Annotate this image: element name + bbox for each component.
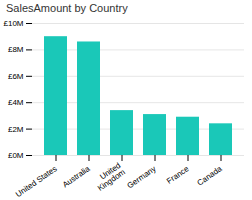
html-text:SalesAmount by Country: SalesAmount by Country [6, 2, 128, 14]
svg-text:£6M: £6M [8, 72, 24, 81]
svg-text:France: France [165, 164, 191, 186]
svg-text:Germany: Germany [125, 164, 157, 190]
svg-text:United States: United States [14, 164, 59, 199]
svg-text:£0M: £0M [8, 151, 24, 160]
svg-text:£8M: £8M [8, 45, 24, 54]
svg-text:Australia: Australia [61, 164, 92, 190]
svg-text:Canada: Canada [195, 164, 224, 188]
svg-text:£2M: £2M [8, 125, 24, 134]
svg-text:£4M: £4M [8, 98, 24, 107]
svg-text:UnitedKingdom: UnitedKingdom [91, 161, 127, 193]
svg-text:£10M: £10M [3, 19, 23, 28]
